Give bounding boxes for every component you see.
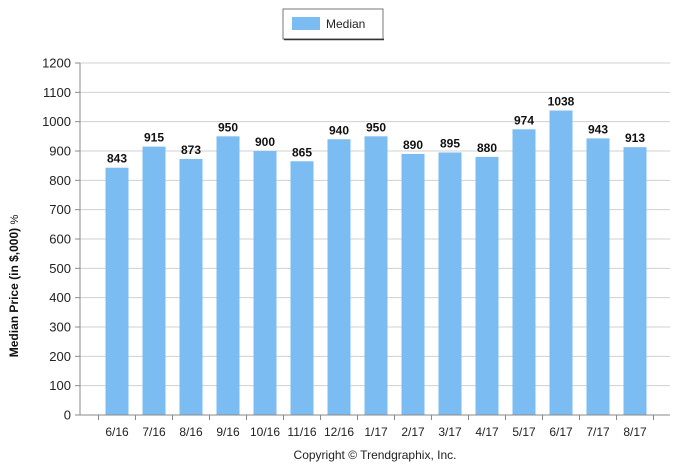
x-tick-label: 6/16: [105, 425, 129, 439]
y-axis-ticks: 0 100 200 300 400 500 600 700 800 900 1000 1100 1200: [42, 56, 71, 423]
x-tick-label: 6/17: [549, 425, 573, 439]
x-tick-label: 2/17: [401, 425, 425, 439]
bar: [549, 110, 573, 416]
x-tick-label: 9/16: [216, 425, 240, 439]
bar-data-label: 915: [144, 131, 164, 145]
y-tick-label: 800: [49, 173, 71, 188]
x-tick-label: 7/17: [586, 425, 610, 439]
y-tick-label: 200: [49, 349, 71, 364]
y-tick-label: 700: [49, 202, 71, 217]
bar-data-label: 890: [403, 138, 423, 152]
bar-data-label: 873: [181, 143, 201, 157]
bar: [438, 152, 462, 415]
bar: [327, 139, 351, 415]
bar-data-label: 974: [514, 113, 534, 127]
bar: [105, 167, 129, 415]
x-tick-label: 12/16: [324, 425, 354, 439]
y-axis-unit: %: [9, 215, 21, 225]
bar-data-label: 880: [477, 141, 497, 155]
y-tick-label: 400: [49, 290, 71, 305]
y-tick-label: 300: [49, 320, 71, 335]
y-axis-title: Median Price (in $,000) %: [7, 215, 21, 358]
y-tick-label: 1100: [43, 85, 71, 100]
legend-swatch: [292, 17, 320, 30]
x-tick-label: 11/16: [287, 425, 316, 439]
bar-data-label: 895: [440, 136, 460, 150]
x-tick-label: 8/16: [179, 425, 203, 439]
bar-data-label: 1038: [548, 95, 575, 109]
x-tick-label: 10/16: [250, 425, 280, 439]
bar: [586, 138, 610, 416]
bar-data-label: 843: [107, 152, 127, 166]
bar: [623, 147, 647, 416]
bar-data-label: 940: [329, 123, 349, 137]
bar-data-label: 900: [255, 135, 275, 149]
bars: [105, 110, 647, 416]
axes: [75, 62, 670, 420]
x-tick-label: 7/16: [142, 425, 166, 439]
bar: [216, 136, 240, 416]
x-tick-label: 4/17: [475, 425, 499, 439]
bar: [142, 146, 166, 415]
x-tick-label: 3/17: [438, 425, 462, 439]
y-tick-label: 0: [64, 408, 71, 423]
bar: [179, 158, 203, 416]
x-tick-label: 8/17: [623, 425, 647, 439]
bar: [512, 129, 536, 415]
y-tick-label: 1000: [42, 114, 71, 129]
bar-data-label: 950: [366, 120, 386, 134]
y-axis-title-text: Median Price (in $,000): [7, 228, 21, 357]
data-labels: 843 915 873 950 900 865 940 950 890 895 880 974 1038…: [107, 95, 645, 166]
y-tick-label: 500: [49, 261, 71, 276]
x-axis-ticks: 6/16 7/16 8/16 9/16 10/16 11/16 12/16 1/17 2/17 3…: [105, 425, 647, 439]
y-tick-label: 1200: [42, 56, 71, 71]
y-tick-label: 100: [49, 378, 71, 393]
y-tick-label: 600: [49, 232, 71, 247]
legend-label: Median: [326, 17, 365, 31]
legend: Median: [282, 8, 384, 41]
bar-data-label: 865: [292, 145, 312, 159]
bar-data-label: 950: [218, 120, 238, 134]
y-tick-label: 900: [49, 144, 71, 159]
bar: [475, 156, 499, 415]
bar: [401, 153, 425, 415]
bar: [253, 151, 277, 415]
bar-data-label: 943: [588, 122, 608, 136]
copyright-text: Copyright © Trendgraphix, Inc.: [294, 448, 457, 462]
bar: [290, 161, 314, 415]
bar: [364, 136, 388, 416]
x-tick-label: 5/17: [512, 425, 536, 439]
x-tick-label: 1/17: [364, 425, 388, 439]
bar-data-label: 913: [625, 131, 645, 145]
